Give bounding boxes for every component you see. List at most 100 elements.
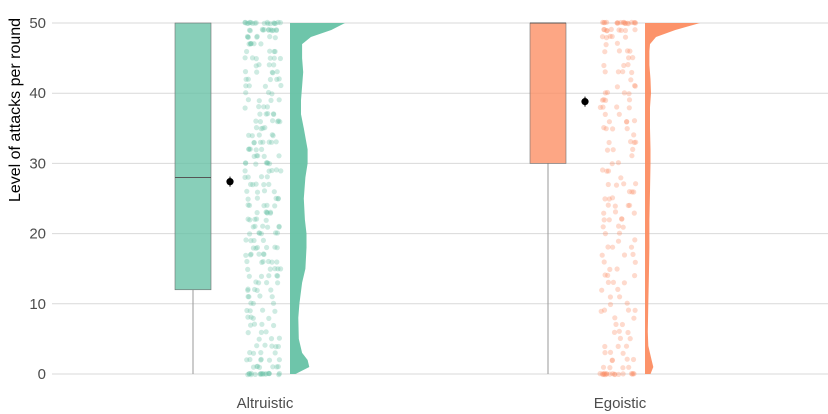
data-point (260, 27, 266, 33)
data-point (272, 35, 278, 41)
data-point (264, 19, 270, 25)
data-point (245, 314, 251, 320)
data-point (610, 244, 616, 250)
data-point (245, 202, 251, 208)
data-point (254, 69, 260, 75)
density-half-violin (290, 23, 345, 374)
data-point (243, 252, 249, 258)
data-point (274, 69, 280, 75)
density-half-violin (645, 23, 700, 374)
data-point (242, 160, 249, 166)
data-point (248, 40, 254, 47)
data-point (245, 372, 251, 378)
data-point (610, 126, 616, 132)
data-point (616, 371, 622, 377)
data-point (270, 300, 277, 306)
data-point (242, 55, 248, 61)
data-point (245, 20, 251, 26)
data-point (246, 371, 252, 377)
data-point (620, 350, 626, 356)
data-point (605, 279, 612, 285)
data-point (275, 280, 281, 286)
data-point (258, 357, 264, 363)
data-point (272, 308, 278, 314)
data-point (260, 371, 266, 377)
data-point (601, 62, 607, 69)
data-point (276, 76, 282, 82)
data-point (610, 147, 616, 153)
data-point (251, 153, 257, 159)
data-point (255, 153, 261, 159)
data-point (601, 307, 608, 313)
data-point (602, 196, 608, 202)
data-point (609, 161, 615, 167)
data-point (273, 167, 280, 173)
data-point (274, 273, 280, 279)
data-point (270, 27, 276, 33)
data-point (275, 343, 281, 350)
data-point (632, 259, 638, 265)
data-point (602, 69, 608, 75)
data-point (261, 251, 267, 257)
data-point (605, 168, 612, 174)
data-point (604, 28, 610, 34)
x-axis-ticks: Altruistic Egoistic (237, 395, 647, 412)
data-point (600, 104, 606, 110)
data-point (261, 153, 267, 159)
data-point (243, 90, 249, 96)
data-point (266, 357, 273, 363)
data-point (244, 357, 250, 363)
data-point (612, 209, 619, 215)
data-point (624, 119, 630, 125)
data-point (266, 27, 272, 33)
data-point (630, 251, 636, 257)
x-tick-label: Egoistic (594, 395, 647, 412)
data-point (267, 21, 273, 27)
data-point (605, 202, 611, 208)
data-point (246, 146, 252, 152)
data-point (250, 245, 256, 251)
data-point (266, 370, 272, 377)
data-point (272, 350, 278, 356)
data-point (269, 167, 275, 174)
data-point (266, 273, 272, 279)
data-point (246, 202, 253, 208)
data-point (621, 62, 627, 69)
data-point (254, 210, 260, 216)
data-point (627, 336, 633, 342)
data-point (604, 168, 610, 174)
data-point (631, 371, 637, 377)
data-point (609, 33, 615, 40)
data-point (605, 181, 611, 188)
data-point (618, 19, 624, 26)
data-point (256, 230, 262, 236)
box (529, 22, 567, 164)
data-point (632, 273, 638, 279)
data-point (259, 26, 265, 32)
data-point (631, 139, 637, 146)
data-point (633, 181, 639, 187)
data-point (245, 287, 251, 293)
data-point (602, 49, 608, 55)
data-point (246, 41, 252, 47)
data-point (242, 20, 248, 26)
data-point (247, 28, 253, 34)
data-point (627, 48, 633, 54)
x-tick-label: Altruistic (237, 395, 294, 412)
data-point (245, 330, 251, 336)
data-point (624, 300, 630, 306)
data-point (275, 266, 281, 272)
data-point (620, 20, 627, 26)
data-point (267, 55, 273, 61)
data-point (602, 19, 608, 26)
data-point (616, 230, 623, 236)
data-point (600, 364, 607, 370)
data-point (254, 34, 260, 40)
data-point (626, 55, 632, 61)
data-point (263, 217, 269, 223)
data-point (258, 356, 264, 362)
data-point (265, 224, 271, 230)
data-point (618, 27, 624, 33)
data-point (622, 20, 628, 26)
